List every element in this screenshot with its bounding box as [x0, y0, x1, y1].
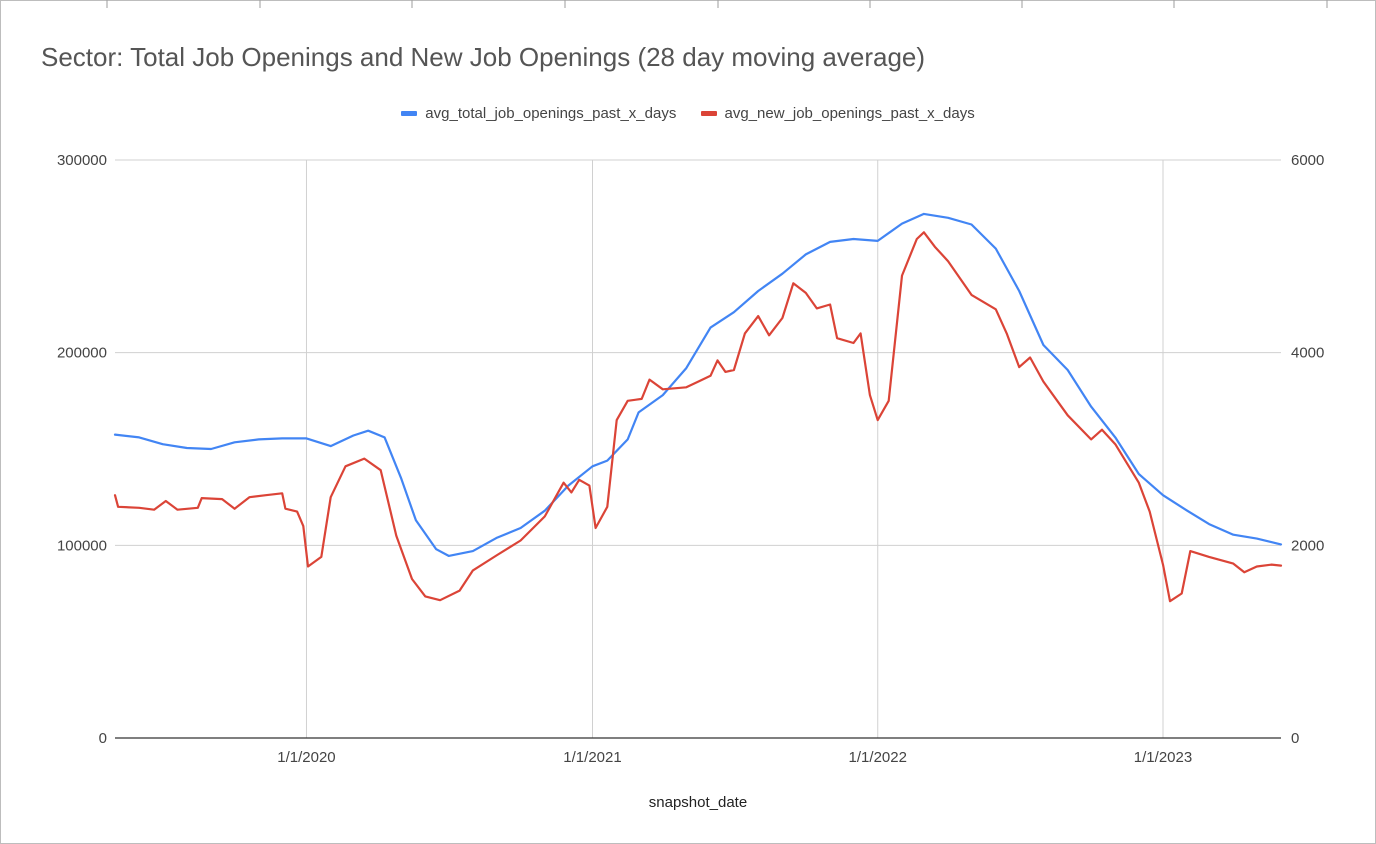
y-right-tick-label: 6000 — [1291, 152, 1324, 169]
legend-label-total: avg_total_job_openings_past_x_days — [425, 104, 677, 122]
x-tick-label: 1/1/2022 — [849, 749, 907, 766]
y-axis-right-ticks: 0 2000 4000 6000 — [1291, 152, 1324, 747]
legend-swatch-new — [700, 111, 717, 117]
legend-label-new: avg_new_job_openings_past_x_days — [724, 104, 975, 122]
legend-item-new[interactable]: avg_new_job_openings_past_x_days — [700, 104, 975, 122]
chart-title: Sector: Total Job Openings and New Job O… — [41, 42, 926, 72]
series-line-new-job-openings — [113, 231, 1283, 603]
y-axis-left-ticks: 0 100000 200000 300000 — [57, 152, 107, 747]
legend-swatch-total — [401, 111, 418, 117]
top-edge-ticks — [106, 0, 1328, 8]
x-axis-title: snapshot_date — [649, 794, 747, 811]
series-line-total-job-openings — [113, 212, 1283, 558]
y-right-tick-label: 2000 — [1291, 537, 1324, 554]
series-layer — [113, 212, 1283, 603]
x-tick-label: 1/1/2021 — [563, 749, 621, 766]
x-tick-label: 1/1/2023 — [1134, 749, 1192, 766]
y-left-tick-label: 300000 — [57, 152, 107, 169]
y-right-tick-label: 0 — [1291, 730, 1299, 747]
x-tick-label: 1/1/2020 — [277, 749, 335, 766]
y-left-tick-label: 200000 — [57, 345, 107, 362]
legend: avg_total_job_openings_past_x_days avg_n… — [0, 104, 1376, 124]
y-right-tick-label: 4000 — [1291, 345, 1324, 362]
legend-item-total[interactable]: avg_total_job_openings_past_x_days — [401, 105, 676, 122]
x-axis-ticks: 1/1/2020 1/1/2021 1/1/2022 1/1/2023 — [277, 749, 1192, 766]
y-left-tick-label: 100000 — [57, 537, 107, 554]
gridlines — [115, 159, 1281, 739]
y-left-tick-label: 0 — [99, 730, 107, 747]
